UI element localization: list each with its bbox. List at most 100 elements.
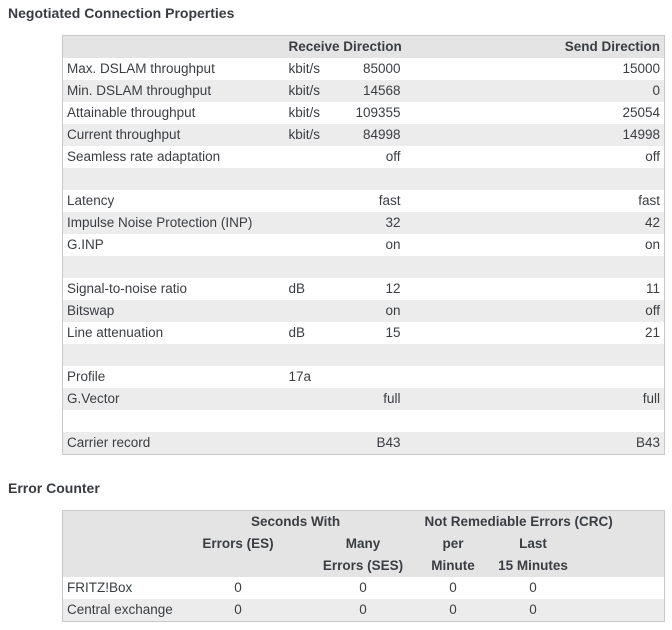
table-row: Bitswap on off bbox=[62, 300, 665, 322]
cell-send: B43 bbox=[404, 432, 665, 455]
cell-receive: B43 bbox=[344, 432, 405, 455]
cell-label: G.Vector bbox=[62, 388, 285, 410]
cell-spacer bbox=[581, 577, 665, 599]
column-header-many-errors-ses: Many Errors (SES) bbox=[305, 533, 421, 577]
cell-send bbox=[404, 168, 665, 190]
cell-unit: kbit/s bbox=[288, 61, 321, 76]
cell-send: full bbox=[404, 388, 665, 410]
cell-label: Max. DSLAM throughput bbox=[67, 61, 215, 76]
cell-receive bbox=[345, 410, 405, 432]
cell-errors-es: 0 bbox=[170, 599, 306, 622]
cell-unit: kbit/s bbox=[288, 105, 321, 120]
cell-send: 0 bbox=[404, 80, 665, 102]
cell-receive: fast bbox=[378, 193, 401, 208]
cell-receive bbox=[344, 256, 405, 278]
cell-label: Carrier record bbox=[62, 432, 285, 455]
cell-unit bbox=[285, 190, 345, 212]
table-row: Impulse Noise Protection (INP) 32 42 bbox=[62, 212, 665, 234]
cell-send bbox=[405, 410, 665, 432]
cell-unit: dB bbox=[288, 325, 306, 340]
cell-receive: 109355 bbox=[355, 105, 401, 120]
table-row: Profile 17a bbox=[63, 366, 665, 388]
column-header-errors-es: Errors (ES) bbox=[170, 533, 306, 577]
column-header-last-15-minutes: Last 15 Minutes bbox=[485, 533, 581, 577]
cell-label bbox=[63, 410, 285, 432]
cell-receive: on bbox=[385, 237, 401, 252]
header-spacer bbox=[580, 510, 665, 533]
table-row: G.Vector full full bbox=[62, 388, 665, 410]
cell-receive: 15 bbox=[385, 325, 401, 340]
cell-send: 21 bbox=[644, 325, 660, 340]
cell-unit bbox=[284, 344, 345, 366]
cell-receive: on bbox=[344, 300, 405, 322]
column-header-send-direction: Send Direction bbox=[404, 35, 665, 58]
cell-label: Current throughput bbox=[62, 124, 285, 146]
cell-errors-ses: 0 bbox=[305, 599, 421, 622]
cell-unit bbox=[284, 212, 345, 234]
cell-last-15-minutes: 0 bbox=[485, 599, 581, 622]
cell-send: off bbox=[645, 149, 660, 164]
cell-unit bbox=[284, 256, 345, 278]
cell-receive bbox=[344, 168, 405, 190]
cell-unit bbox=[285, 234, 345, 256]
cell-send bbox=[404, 344, 665, 366]
header-spacer bbox=[62, 533, 171, 577]
table-row: Current throughput kbit/s 84998 14998 bbox=[62, 124, 665, 146]
cell-spacer bbox=[580, 599, 665, 622]
error-group-header-row: Seconds With Not Remediable Errors (CRC) bbox=[62, 510, 665, 533]
error-column-header-row: Errors (ES) Many Errors (SES) per Minute… bbox=[62, 533, 665, 577]
section-title-negotiated-connection-properties: Negotiated Connection Properties bbox=[8, 5, 235, 21]
cell-unit bbox=[285, 146, 345, 168]
cell-unit bbox=[284, 300, 345, 322]
cell-unit: kbit/s bbox=[284, 80, 345, 102]
cell-unit bbox=[284, 388, 345, 410]
table-row: Max. DSLAM throughput kbit/s 85000 15000 bbox=[63, 58, 665, 80]
cell-label: Central exchange bbox=[62, 599, 173, 622]
cell-label: Min. DSLAM throughput bbox=[62, 80, 285, 102]
header-spacer bbox=[62, 510, 171, 533]
cell-label bbox=[62, 344, 285, 366]
table-row: Central exchange 0 0 0 0 bbox=[62, 599, 665, 622]
table-row: FRITZ!Box 0 0 0 0 bbox=[63, 577, 665, 599]
cell-errors-es: 0 bbox=[234, 580, 242, 595]
cell-label: Signal-to-noise ratio bbox=[67, 281, 188, 296]
cell-unit: dB bbox=[288, 281, 306, 296]
cell-label: Bitswap bbox=[62, 300, 285, 322]
cell-unit bbox=[285, 410, 345, 432]
cell-receive: 12 bbox=[385, 281, 401, 296]
cell-send bbox=[404, 256, 665, 278]
cell-label bbox=[62, 168, 285, 190]
table-row: Line attenuation dB 15 21 bbox=[63, 322, 665, 344]
table-row: Signal-to-noise ratio dB 12 11 bbox=[63, 278, 665, 300]
cell-send bbox=[405, 366, 665, 388]
cell-errors-ses: 0 bbox=[359, 580, 367, 595]
cell-unit: kbit/s bbox=[284, 124, 345, 146]
header-spacer bbox=[62, 35, 285, 58]
table-row: Latency fast fast bbox=[63, 190, 665, 212]
group-header-seconds-with: Seconds With bbox=[170, 510, 421, 533]
table-row: Seamless rate adaptation off off bbox=[63, 146, 665, 168]
empty-row bbox=[63, 410, 665, 432]
table-row: Min. DSLAM throughput kbit/s 14568 0 bbox=[62, 80, 665, 102]
cell-receive: off bbox=[385, 149, 401, 164]
cell-send: off bbox=[404, 300, 665, 322]
cell-receive bbox=[345, 366, 405, 388]
cell-receive: full bbox=[344, 388, 405, 410]
section-title-error-counter: Error Counter bbox=[8, 480, 100, 496]
empty-row bbox=[62, 344, 665, 366]
cell-per-minute: 0 bbox=[449, 580, 457, 595]
cell-send: 25054 bbox=[622, 105, 660, 120]
cell-label: Attainable throughput bbox=[67, 105, 196, 120]
cell-label: Latency bbox=[67, 193, 115, 208]
cell-send: on bbox=[644, 237, 660, 252]
table-row: G.INP on on bbox=[63, 234, 665, 256]
cell-receive: 32 bbox=[344, 212, 405, 234]
header-spacer bbox=[580, 533, 665, 577]
negotiated-properties-table: Receive Direction Send Direction Max. DS… bbox=[62, 35, 665, 455]
table-row: Attainable throughput kbit/s 109355 2505… bbox=[63, 102, 665, 124]
cell-label: FRITZ!Box bbox=[67, 580, 133, 595]
cell-label: Impulse Noise Protection (INP) bbox=[62, 212, 285, 234]
cell-receive: 85000 bbox=[362, 61, 401, 76]
cell-label: Seamless rate adaptation bbox=[67, 149, 221, 164]
cell-send: 15000 bbox=[622, 61, 660, 76]
